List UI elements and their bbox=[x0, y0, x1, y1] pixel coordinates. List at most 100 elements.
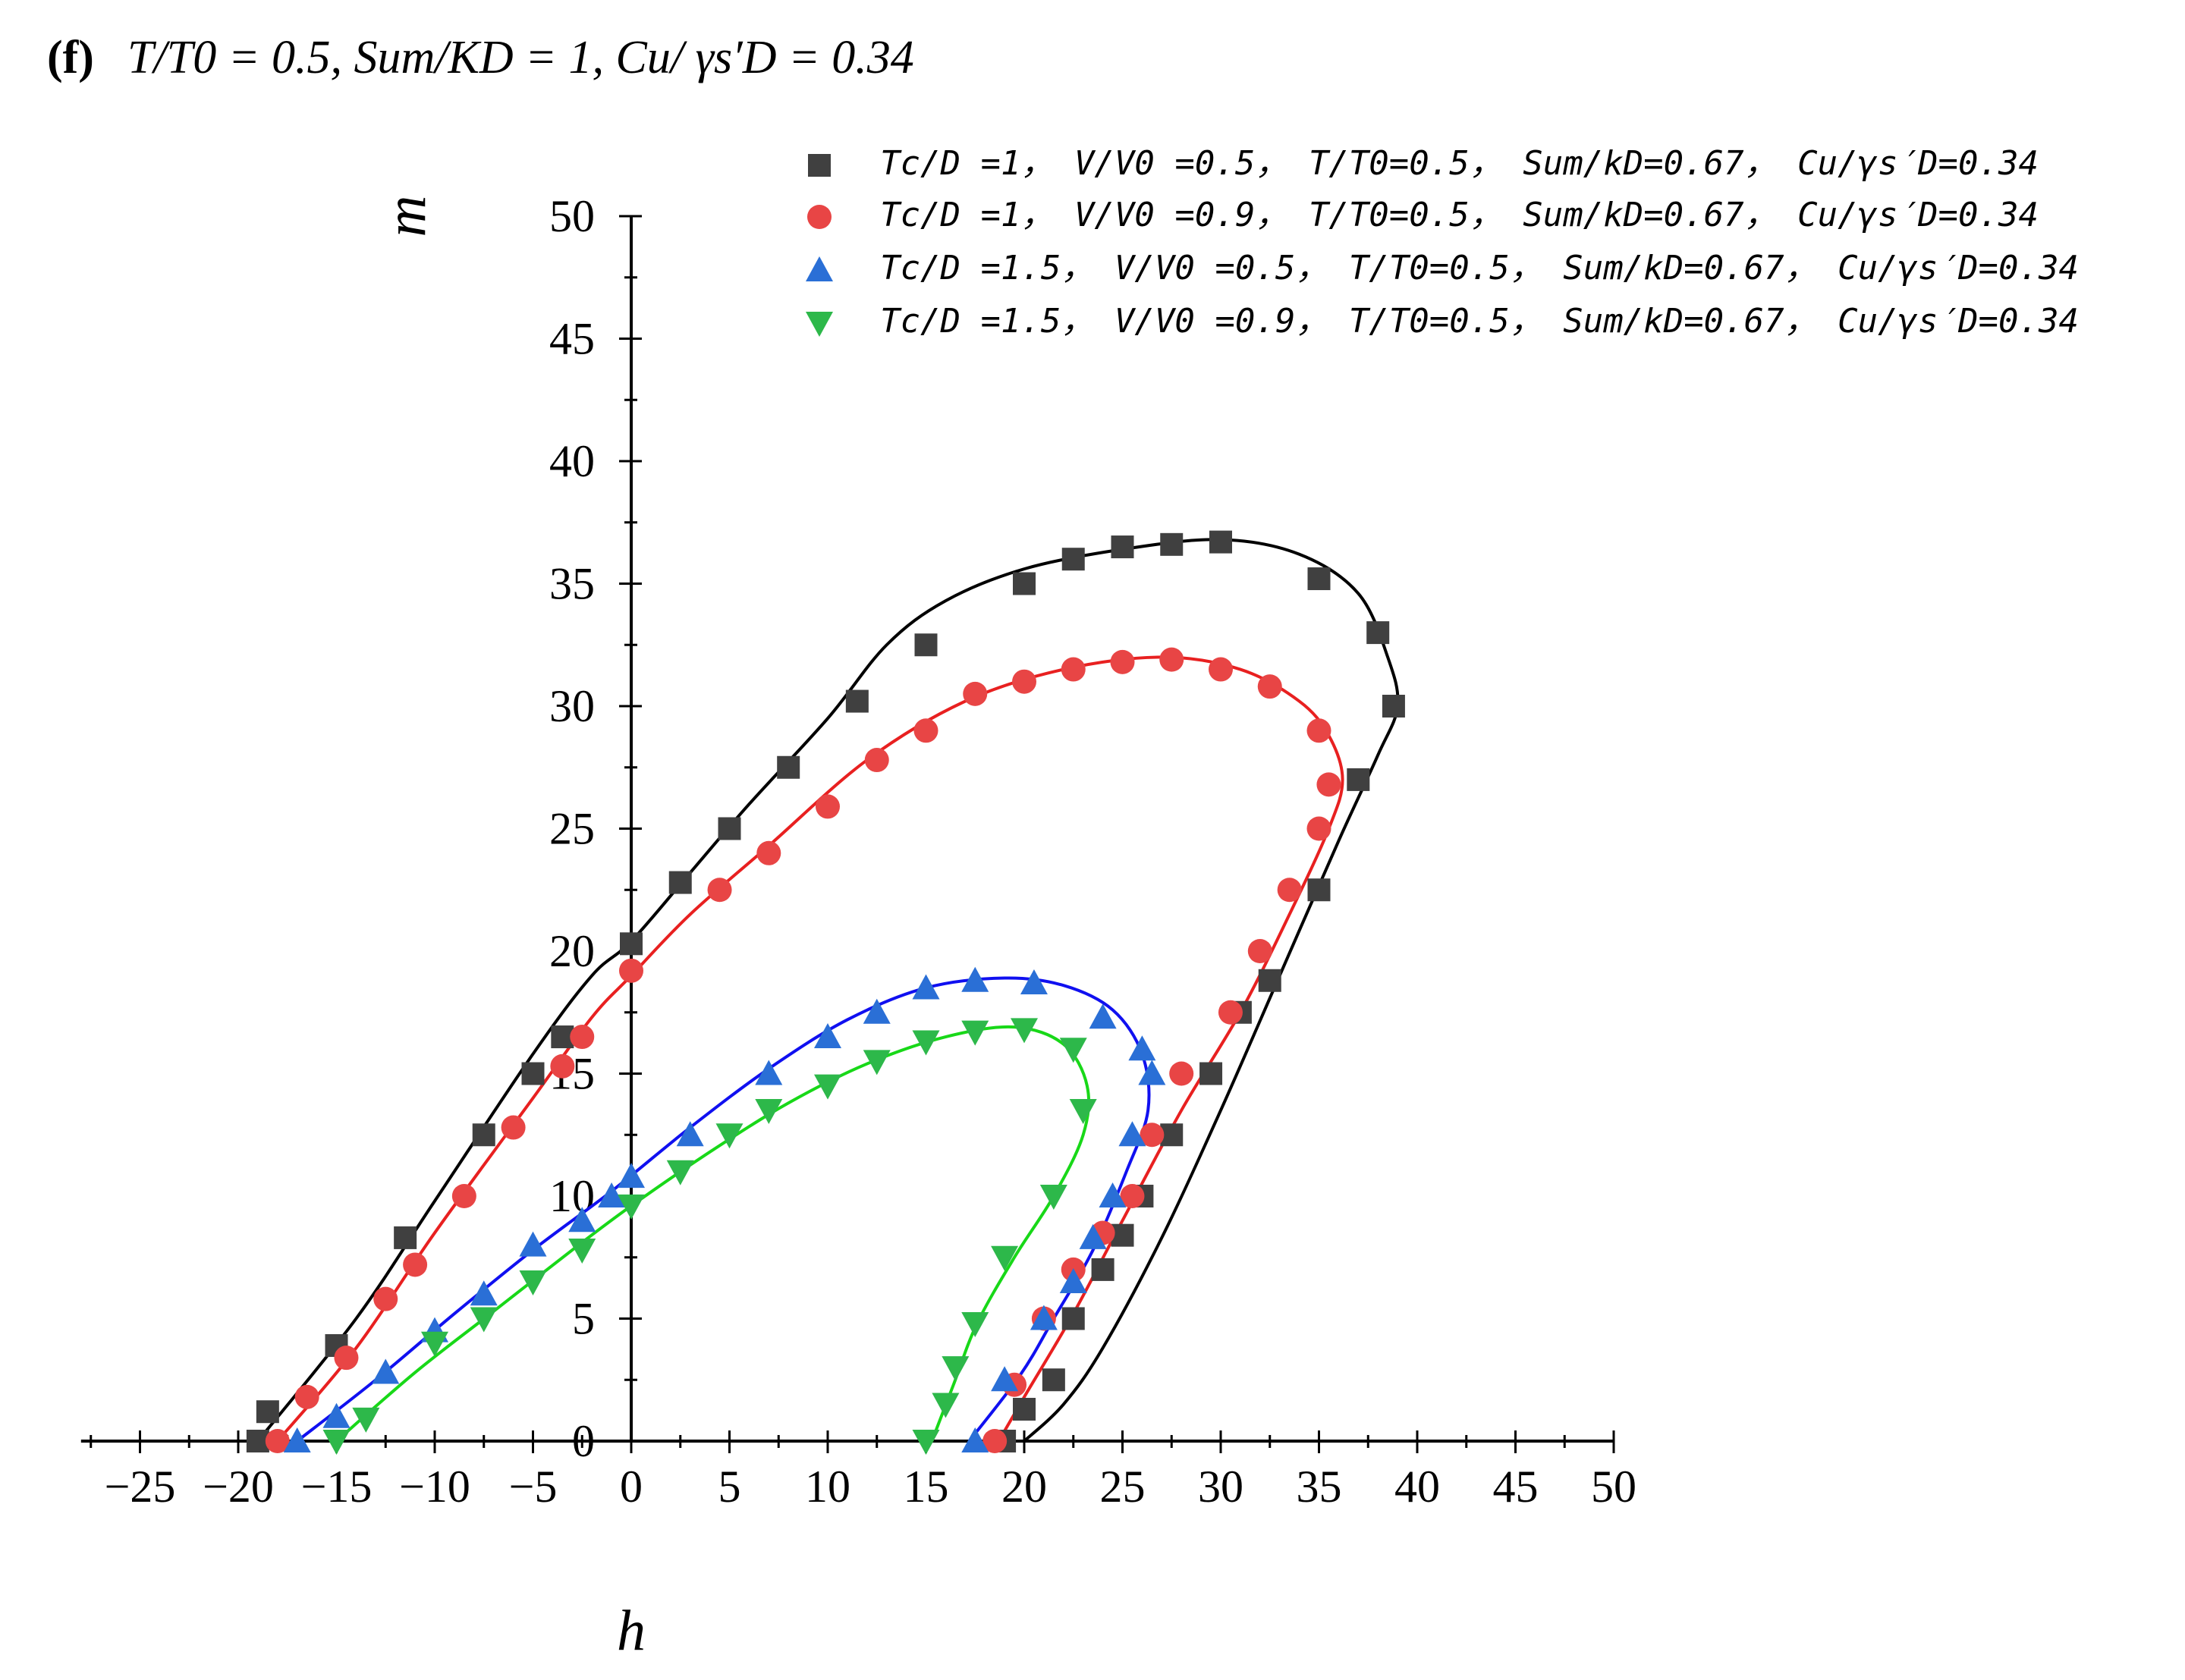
series-4-curve bbox=[335, 1025, 1091, 1443]
series-4-point bbox=[932, 1393, 960, 1418]
legend: Tc/D =1， V/V0 =0.5， T/T0=0.5， Sum/kD=0.6… bbox=[806, 144, 2079, 341]
series-3-point bbox=[961, 1427, 989, 1452]
series-3-point bbox=[755, 1060, 783, 1085]
series-1-point bbox=[1061, 1307, 1085, 1330]
series-2-point bbox=[1169, 1061, 1194, 1086]
series-1-point bbox=[1307, 567, 1331, 591]
legend-label-4: Tc/D =1.5， V/V0 =0.9， T/T0=0.5， Sum/kD=0… bbox=[880, 302, 2079, 341]
series-1-point bbox=[1199, 1062, 1223, 1085]
series-4-point bbox=[991, 1245, 1019, 1271]
series-2-point bbox=[982, 1429, 1008, 1453]
series-2-point bbox=[1218, 1000, 1243, 1025]
series-1-point bbox=[1382, 695, 1405, 718]
series-2-point bbox=[294, 1384, 319, 1409]
series-1-point bbox=[668, 871, 692, 894]
series-1-point bbox=[620, 932, 643, 956]
series-3-point bbox=[676, 1121, 704, 1147]
series-1-point bbox=[1209, 530, 1232, 554]
series-2-point bbox=[913, 718, 938, 743]
axes: −25−20−15−10−505101520253035404550051015… bbox=[80, 191, 1636, 1512]
series-1-point bbox=[256, 1400, 279, 1424]
series-2-point bbox=[619, 958, 643, 983]
series-2-point bbox=[1277, 878, 1302, 903]
series-4-point bbox=[568, 1239, 596, 1264]
x-tick-label: 35 bbox=[1297, 1462, 1342, 1512]
series-3-point bbox=[863, 998, 891, 1024]
series-2-point bbox=[1012, 669, 1036, 694]
x-tick-label: 40 bbox=[1394, 1462, 1440, 1512]
x-tick-label: 5 bbox=[718, 1462, 741, 1512]
series-1-point bbox=[845, 689, 869, 713]
page-title: T/T0 = 0.5, Sum/KD = 1, Cu/ γs′D = 0.34 bbox=[127, 32, 914, 83]
series-2-point bbox=[1061, 657, 1086, 682]
series-3-point bbox=[991, 1366, 1019, 1392]
series-3-point bbox=[1089, 1003, 1117, 1029]
y-tick-label: 45 bbox=[549, 314, 595, 364]
series-4-point bbox=[814, 1074, 841, 1100]
x-tick-label: 50 bbox=[1591, 1462, 1636, 1512]
series-3-point bbox=[598, 1182, 626, 1207]
series-3-point bbox=[1099, 1182, 1127, 1207]
series-4-point bbox=[352, 1407, 380, 1433]
series-1-point bbox=[1111, 1223, 1134, 1247]
series-2-point bbox=[707, 878, 732, 903]
y-tick-label: 10 bbox=[549, 1171, 595, 1221]
series-3-point bbox=[1118, 1121, 1146, 1147]
series-2-point bbox=[550, 1054, 575, 1079]
series-2-point bbox=[1120, 1184, 1145, 1208]
series-1-point bbox=[1347, 768, 1370, 791]
series-3-point bbox=[470, 1280, 498, 1306]
legend-marker-4 bbox=[806, 312, 833, 337]
series-4-point bbox=[666, 1160, 694, 1185]
series-1-point bbox=[718, 817, 741, 840]
series-3-point bbox=[283, 1427, 311, 1452]
series-4-point bbox=[1011, 1018, 1038, 1044]
series-2-point bbox=[864, 748, 889, 773]
series-2-point bbox=[756, 840, 781, 865]
series-2-point bbox=[1306, 816, 1331, 841]
series-1-point bbox=[521, 1062, 545, 1085]
series-3-point bbox=[1128, 1035, 1156, 1061]
x-tick-label: 15 bbox=[904, 1462, 949, 1512]
series-4-point bbox=[322, 1430, 351, 1455]
series-4-point bbox=[961, 1020, 989, 1046]
series-1-point bbox=[777, 755, 800, 779]
series-1-point bbox=[1061, 548, 1085, 571]
series-1-point bbox=[472, 1123, 495, 1147]
panel-label: (f) bbox=[47, 32, 94, 83]
x-tick-label: 30 bbox=[1198, 1462, 1243, 1512]
series-2-point bbox=[373, 1286, 398, 1311]
series-2-point bbox=[1159, 647, 1184, 672]
legend-marker-1 bbox=[808, 154, 831, 177]
series-3-curve bbox=[296, 976, 1151, 1443]
legend-marker-3 bbox=[806, 256, 833, 281]
series-2-point bbox=[1306, 718, 1331, 743]
series-2-point bbox=[501, 1115, 526, 1140]
series-3-point bbox=[1020, 969, 1048, 994]
legend-marker-2 bbox=[807, 205, 832, 229]
series-2-point bbox=[451, 1184, 476, 1208]
series-4-point bbox=[1059, 1038, 1087, 1063]
x-tick-label: −10 bbox=[399, 1462, 470, 1512]
series-2-point bbox=[334, 1346, 359, 1371]
y-tick-label: 30 bbox=[549, 681, 595, 731]
series-2-point bbox=[1209, 657, 1233, 682]
legend-label-2: Tc/D =1， V/V0 =0.9， T/T0=0.5， Sum/kD=0.6… bbox=[880, 196, 2039, 234]
series-4-point bbox=[715, 1123, 744, 1149]
series-4-point bbox=[470, 1307, 498, 1333]
series-4-point bbox=[961, 1311, 989, 1337]
series-4-point bbox=[519, 1270, 547, 1296]
series-3-point bbox=[1079, 1223, 1107, 1249]
series-2-point bbox=[1140, 1123, 1165, 1148]
y-tick-label: 25 bbox=[549, 804, 595, 854]
x-tick-label: −25 bbox=[105, 1462, 176, 1512]
series-3-point bbox=[568, 1207, 596, 1233]
series-3-point bbox=[1138, 1060, 1166, 1085]
x-tick-label: −20 bbox=[203, 1462, 274, 1512]
series-3-point bbox=[519, 1231, 547, 1257]
x-tick-label: 45 bbox=[1493, 1462, 1539, 1512]
series-2-point bbox=[265, 1429, 290, 1453]
series-1-point bbox=[394, 1226, 417, 1249]
x-tick-label: −15 bbox=[301, 1462, 373, 1512]
